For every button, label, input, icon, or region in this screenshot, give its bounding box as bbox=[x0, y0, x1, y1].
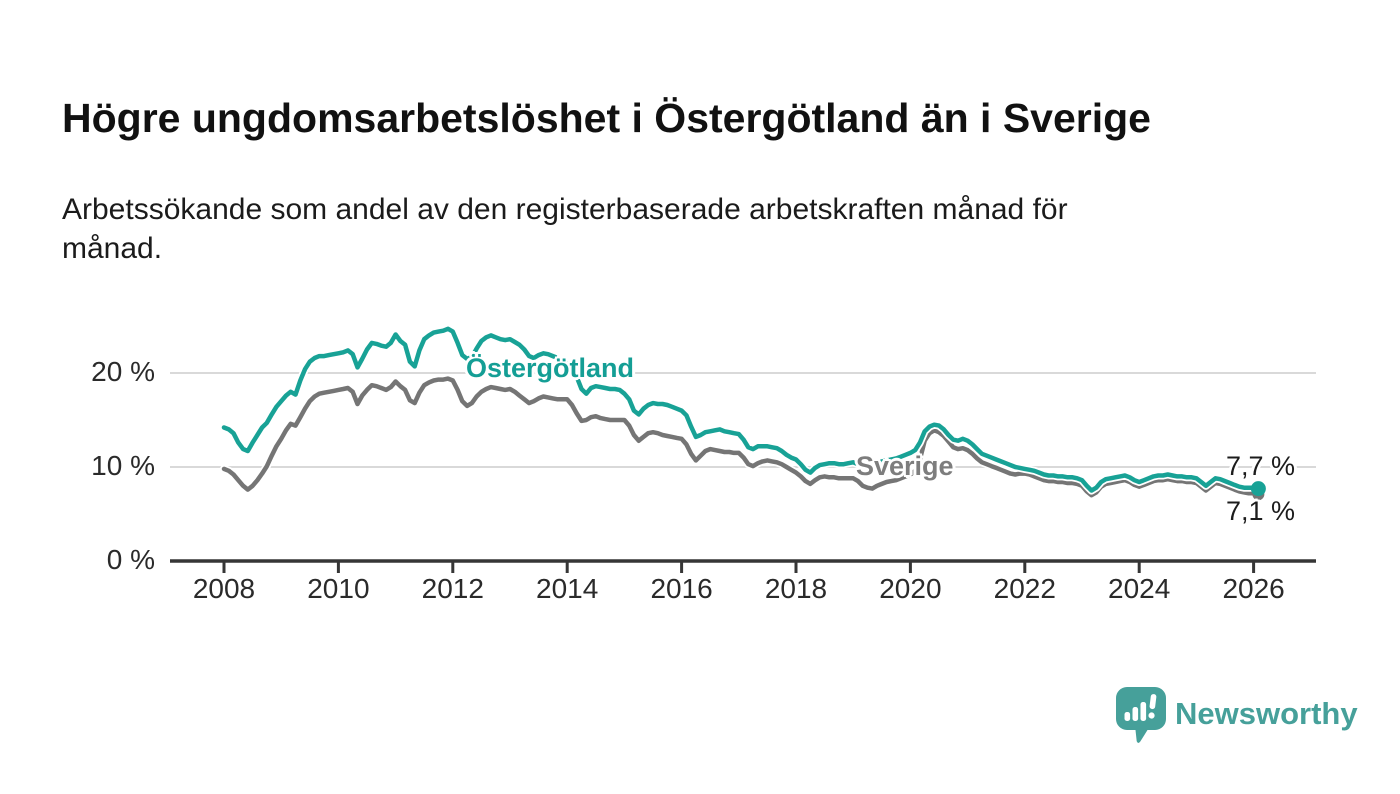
series-label-sverige: Sverige bbox=[856, 451, 954, 481]
x-tick-label-2018: 2018 bbox=[764, 573, 828, 604]
series-line-östergötland bbox=[221, 326, 1261, 493]
page-subtitle: Arbetssökande som andel av den registerb… bbox=[62, 193, 1068, 265]
x-tick-label-2008: 2008 bbox=[192, 573, 256, 604]
series-label-ostergotland: Östergötland bbox=[466, 353, 635, 383]
y-tick-label-10: 10 % bbox=[91, 450, 155, 481]
newsworthy-logo-icon bbox=[1116, 687, 1166, 743]
page-title: Högre ungdomsarbetslöshet i Östergötland… bbox=[62, 95, 1151, 142]
x-tick-label-2022: 2022 bbox=[993, 573, 1056, 604]
x-tick-label-2026: 2026 bbox=[1222, 573, 1285, 604]
x-tick-label-2014: 2014 bbox=[536, 573, 599, 604]
newsworthy-logo-text: Newsworthy bbox=[1175, 696, 1358, 731]
newsworthy-brand: Newsworthy bbox=[1116, 686, 1358, 746]
end-value-label-sverige: 7,1 % bbox=[1226, 496, 1296, 526]
end-value-label-ostergotland: 7,7 % bbox=[1226, 451, 1296, 481]
end-dot-östergötland bbox=[1250, 481, 1266, 497]
x-tick-label-2016: 2016 bbox=[650, 573, 713, 604]
x-tick-label-2024: 2024 bbox=[1108, 573, 1171, 604]
y-tick-label-20: 20 % bbox=[91, 356, 155, 387]
x-tick-label-2012: 2012 bbox=[421, 573, 484, 604]
x-tick-label-2010: 2010 bbox=[307, 573, 370, 604]
y-tick-label-0: 0 % bbox=[106, 544, 155, 575]
x-tick-label-2020: 2020 bbox=[879, 573, 942, 604]
